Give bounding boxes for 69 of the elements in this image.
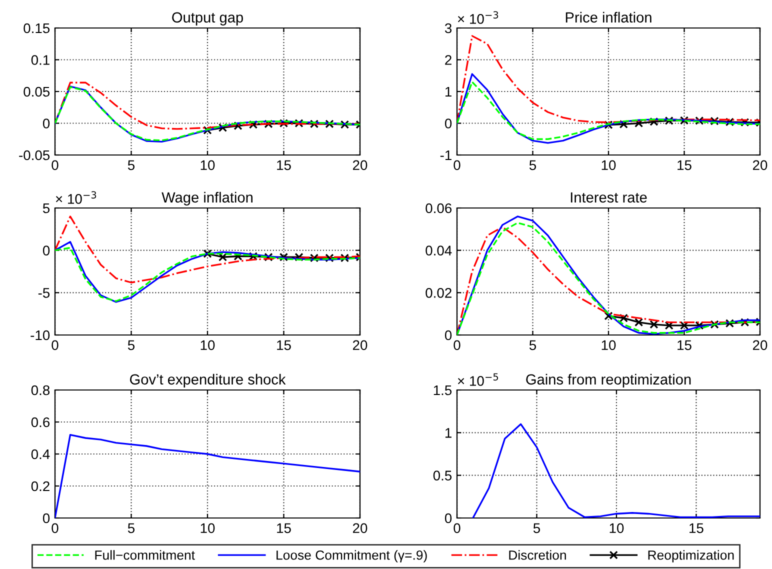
y-tick-label: 0.04 [426,246,452,256]
x-tick-label: 15 [277,340,291,350]
x-tick-label: 5 [128,160,135,170]
y-tick-label: 0 [444,118,452,128]
chart-title: Gains from reoptimization [526,374,691,388]
chart-title: Interest rate [570,192,647,203]
y-tick-label: 0.1 [31,55,50,65]
y-tick-label: 1 [445,428,452,438]
chart-title: Output gap [172,12,243,26]
y-tick-label: 0.02 [426,288,452,298]
y-tick-label: -0.05 [19,150,50,160]
x-tick-label: 15 [678,340,692,350]
x-tick-label: 0 [454,340,460,350]
x-tick-label: 0 [52,340,58,350]
y-tick-label: 0 [444,330,452,340]
x-tick-label: 10 [602,160,616,170]
y-tick-label: 5 [42,203,50,214]
y-tick-label: 3 [444,23,452,34]
x-tick-label: 0 [52,160,58,170]
x-tick-label: 5 [529,160,536,170]
x-tick-label: 20 [352,160,368,170]
x-tick-label: 20 [352,340,368,350]
y-tick-label: 0 [444,513,452,524]
x-tick-label: 0 [52,523,58,534]
x-tick-label: 5 [533,523,540,534]
y-tick-label: 0.2 [31,481,50,492]
y-tick-label: 0.6 [31,417,50,428]
y-tick-label: 0.5 [433,470,452,481]
y-tick-label: -10 [30,330,50,340]
text: × 10$^{−3}$ [56,191,96,204]
x-tick-label: 15 [678,160,692,170]
x-tick-label: 5 [529,340,536,350]
x-tick-label: 5 [128,340,135,350]
y-tick-label: 0.8 [31,385,50,396]
x-tick-label: 10 [610,523,624,534]
y-tick-label: 0 [42,513,50,524]
x-tick-label: 20 [352,523,368,534]
x-tick-label: 0 [454,523,460,534]
chart-title: Wage inflation [162,192,252,206]
x-tick-label: 10 [602,340,616,350]
x-tick-label: 15 [277,523,291,534]
legend-label: Reoptimization [648,550,734,562]
x-tick-label: 10 [200,160,215,170]
y-tick-label: 1 [445,86,452,97]
x-tick-label: 20 [752,340,768,350]
y-tick-label: 2 [445,55,452,65]
x-tick-label: 0 [454,160,460,170]
y-tick-label: -1 [440,150,452,160]
x-tick-label: 15 [690,523,704,534]
x-tick-label: 5 [128,523,135,534]
legend-label: Discretion [509,550,566,560]
x-tick-label: 15 [277,160,291,170]
y-tick-label: 0 [42,246,50,256]
x-tick-label: 20 [752,160,768,170]
x-tick-label: 10 [200,523,215,534]
y-tick-label: -5 [38,288,50,298]
text: × 10$^{−5}$ [458,373,498,386]
chart-title: Price inflation [566,12,652,23]
x-tick-label: 10 [200,340,215,350]
y-tick-label: 0.15 [24,23,50,34]
text: × 10$^{−3}$ [458,11,498,24]
y-tick-label: 0.05 [24,86,50,97]
y-tick-label: 0.06 [426,203,452,214]
legend-label: Loose Commitment (γ=.9) [276,550,427,562]
y-tick-label: 0 [42,118,50,128]
chart-title: Gov’t expenditure shock [130,374,286,388]
legend-label: Full−commitment [95,550,195,560]
y-tick-label: 0.4 [31,449,50,460]
y-tick-label: 1.5 [434,385,452,396]
